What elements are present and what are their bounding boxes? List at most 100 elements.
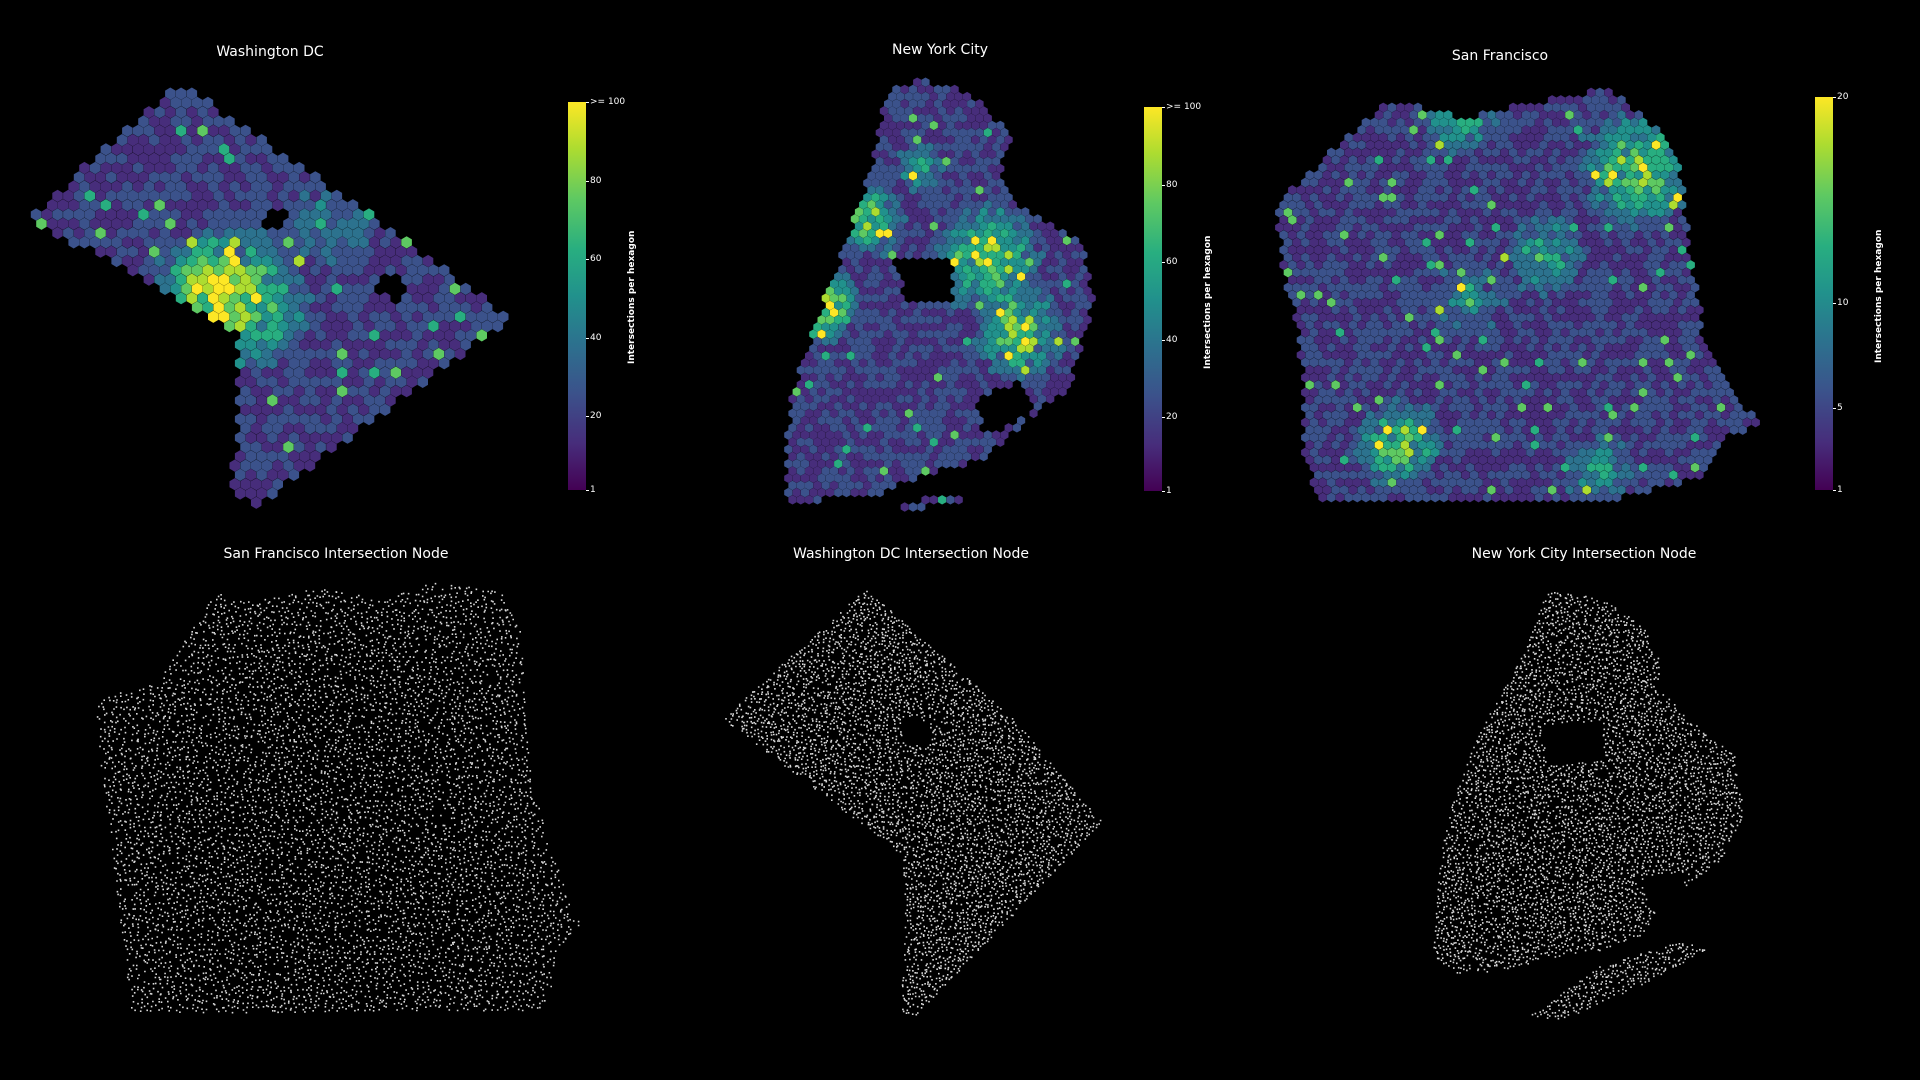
hexbin-cell bbox=[1353, 192, 1362, 203]
hexbin-cell bbox=[958, 271, 967, 282]
hexbin-cell bbox=[1673, 192, 1682, 203]
hexbin-cell bbox=[913, 365, 922, 375]
hexbin-cell bbox=[821, 451, 830, 462]
hexbin-cell bbox=[892, 286, 901, 296]
hexbin-cell bbox=[908, 214, 918, 224]
hexbin-cell bbox=[950, 243, 959, 253]
hexbin-cell bbox=[1508, 417, 1518, 428]
hexbin-cell bbox=[913, 221, 922, 231]
hexbin-cell bbox=[310, 189, 321, 202]
hexbin-cell bbox=[175, 161, 187, 175]
hexbin-cell bbox=[202, 189, 214, 202]
hexbin-cell bbox=[975, 415, 984, 426]
hexbin-cell bbox=[1029, 307, 1038, 318]
hexbin-cell bbox=[983, 156, 992, 167]
hexbin-cell bbox=[958, 300, 967, 311]
hexbin-cell bbox=[1573, 125, 1583, 135]
hexbin-cell bbox=[954, 307, 963, 318]
hexbin-cell bbox=[896, 235, 905, 246]
hexbin-cell bbox=[1457, 342, 1466, 353]
hexbin-cell bbox=[1604, 192, 1613, 203]
hexbin-cell bbox=[1474, 282, 1483, 293]
hexbin-cell bbox=[1318, 252, 1327, 263]
hexbin-cell bbox=[1279, 230, 1288, 240]
hexbin-cell bbox=[917, 372, 926, 383]
hexbin-cell bbox=[1327, 447, 1336, 458]
hexbin-cell bbox=[1413, 417, 1423, 428]
hexbin-cell bbox=[975, 358, 984, 368]
hexbin-cell bbox=[896, 207, 905, 217]
hexbin-cell bbox=[202, 152, 214, 165]
hexbin-cell bbox=[983, 358, 992, 368]
hexbin-cell bbox=[1353, 177, 1362, 188]
hexbin-cell bbox=[917, 84, 926, 95]
hexbin-cell bbox=[293, 403, 305, 416]
hexbin-cell bbox=[240, 217, 251, 230]
hexbin-cell bbox=[1526, 222, 1535, 233]
hexbin-cell bbox=[89, 161, 101, 175]
hexbin-cell bbox=[1314, 425, 1323, 435]
hexbin-cell bbox=[1335, 252, 1345, 263]
hexbin-cell bbox=[149, 264, 160, 277]
hexbin-cell bbox=[1004, 293, 1013, 303]
hexbin-cell bbox=[100, 236, 112, 249]
hexbin-cell bbox=[1465, 432, 1475, 443]
hexbin-cell bbox=[245, 450, 257, 463]
hexbin-cell bbox=[1017, 415, 1026, 426]
hexbin-cell bbox=[1409, 380, 1418, 390]
hexbin-cell bbox=[1435, 125, 1444, 135]
hexbin-cell bbox=[149, 245, 160, 258]
hexbin-cell bbox=[1660, 155, 1669, 165]
hexbin-cell bbox=[1534, 267, 1544, 278]
hexbin-cell bbox=[79, 217, 90, 230]
hexbin-cell bbox=[1004, 379, 1013, 390]
hexbin-cell bbox=[1586, 147, 1596, 158]
hexbin-cell bbox=[1444, 380, 1453, 390]
hexbin-cell bbox=[1703, 410, 1713, 420]
hexbin-cell bbox=[925, 199, 934, 210]
hexbin-cell bbox=[1643, 275, 1652, 285]
hexbin-cell bbox=[256, 487, 267, 500]
hexbin-cell bbox=[1296, 260, 1306, 270]
hexbin-cell bbox=[1422, 162, 1431, 173]
hexbin-cell bbox=[925, 142, 934, 152]
hexbin-cell bbox=[1530, 185, 1540, 195]
hexbin-cell bbox=[1314, 320, 1323, 330]
hexbin-cell bbox=[996, 264, 1005, 275]
hexbin-cell bbox=[175, 199, 187, 212]
hexbin-cell bbox=[245, 152, 257, 165]
hexbin-cell bbox=[1673, 312, 1682, 323]
hexbin-cell bbox=[1361, 222, 1371, 233]
hexbin-cell bbox=[1591, 200, 1600, 210]
hexbin-cell bbox=[417, 264, 428, 277]
hexbin-cell bbox=[1457, 372, 1466, 383]
hexbin-cell bbox=[1461, 170, 1470, 180]
hexbin-cell bbox=[1418, 380, 1427, 390]
hexbin-cell bbox=[1431, 372, 1440, 383]
hexbin-cell bbox=[879, 423, 888, 433]
hexbin-cell bbox=[1569, 462, 1578, 473]
hexbin-cell bbox=[331, 394, 343, 407]
hexbin-cell bbox=[950, 358, 959, 368]
hexbin-cell bbox=[1530, 395, 1540, 405]
hexbin-cell bbox=[1452, 485, 1462, 495]
hexbin-cell bbox=[1634, 230, 1643, 240]
hexbin-cell bbox=[331, 338, 343, 351]
hexbin-cell bbox=[938, 120, 947, 131]
hexbin-cell bbox=[1547, 305, 1557, 315]
hexbin-cell bbox=[1647, 342, 1656, 353]
hexbin-cell bbox=[1495, 350, 1505, 360]
hexbin-cell bbox=[888, 235, 897, 246]
hexbin-cell bbox=[1595, 282, 1604, 293]
hexbin-cell bbox=[1348, 455, 1358, 465]
hexbin-cell bbox=[1664, 327, 1674, 338]
hexbin-cell bbox=[1599, 125, 1609, 135]
hexbin-cell bbox=[963, 178, 972, 188]
hexbin-cell bbox=[363, 208, 375, 221]
hexbin-cell bbox=[1405, 162, 1414, 173]
hexbin-cell bbox=[390, 236, 402, 249]
hexbin-cell bbox=[1487, 110, 1496, 120]
hexbin-cell bbox=[1400, 485, 1410, 495]
hexbin-cell bbox=[1599, 350, 1609, 360]
hexbin-cell bbox=[1651, 260, 1661, 270]
